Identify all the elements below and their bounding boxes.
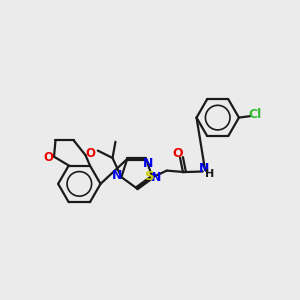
Text: N: N: [199, 162, 209, 175]
Text: N: N: [151, 171, 161, 184]
Text: Cl: Cl: [249, 109, 262, 122]
Text: N: N: [112, 169, 122, 182]
Text: H: H: [205, 169, 214, 178]
Text: S: S: [145, 170, 155, 183]
Text: O: O: [173, 147, 183, 160]
Text: N: N: [142, 157, 153, 169]
Text: O: O: [86, 147, 96, 160]
Text: O: O: [44, 151, 54, 164]
